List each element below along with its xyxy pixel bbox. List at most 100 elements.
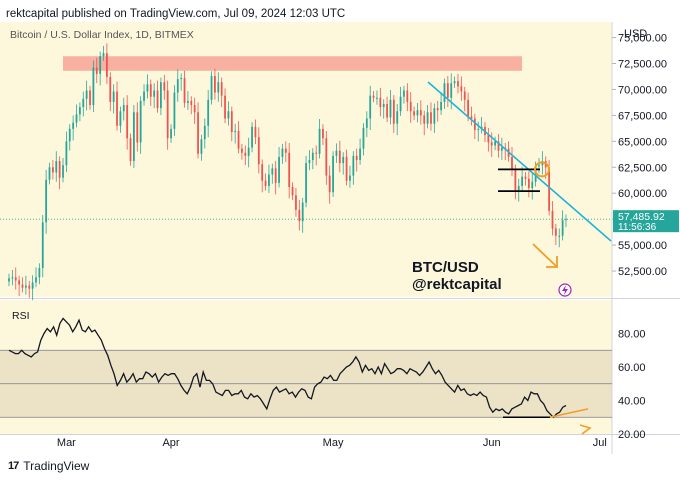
candle-body: [264, 180, 267, 186]
candle-body: [105, 53, 108, 77]
candle-body: [338, 150, 341, 164]
candle-body: [470, 116, 473, 119]
candle-body: [554, 228, 557, 236]
candle-body: [200, 139, 203, 154]
candle-body: [308, 160, 311, 164]
candle-body: [517, 185, 520, 191]
rsi-divergence-arrow: [549, 408, 589, 419]
candle-body: [78, 107, 81, 115]
candle-body: [187, 100, 189, 103]
candle-body: [426, 112, 429, 124]
candle-body: [463, 91, 466, 100]
candle-body: [500, 147, 503, 151]
rsi-divergence-arrow-head: [579, 424, 592, 435]
candle-body: [99, 56, 102, 74]
price-tick-label: 52,500.00: [618, 266, 667, 278]
candle-body: [295, 195, 297, 210]
candle-body: [359, 148, 361, 161]
candle-body: [197, 112, 199, 154]
time-tick-label: Jun: [483, 437, 501, 449]
candle-body: [561, 220, 564, 236]
candle-body: [8, 278, 10, 282]
candle-body: [355, 155, 358, 161]
candle-body: [527, 178, 530, 189]
candle-body: [473, 118, 476, 130]
last-price-label: 57,485.92: [618, 211, 665, 223]
publisher-line: rektcapital published on TradingView.com…: [6, 8, 346, 20]
candle-body: [207, 99, 210, 126]
candle-body: [126, 105, 129, 139]
candle-body: [301, 202, 304, 222]
candle-body: [254, 126, 257, 138]
candle-body: [160, 82, 162, 109]
candle-body: [136, 112, 139, 143]
candle-body: [342, 156, 345, 164]
rsi-line: [8, 317, 567, 419]
candle-body: [345, 156, 348, 181]
time-tick-label: May: [323, 437, 344, 449]
tradingview-logo-icon[interactable]: 17: [8, 460, 19, 472]
rsi-title: RSI: [12, 310, 30, 322]
resistance-zone: [63, 56, 523, 71]
candle-body: [190, 100, 193, 106]
rsi-tick-label: 60.00: [618, 362, 646, 374]
candle-body: [274, 168, 277, 183]
price-tick-label: 75,000.00: [618, 33, 667, 45]
candle-body: [146, 84, 149, 92]
candle-body: [89, 90, 91, 106]
candle-body: [311, 152, 314, 161]
candle-body: [21, 284, 24, 288]
candle-body: [430, 112, 432, 124]
candle-body: [65, 141, 68, 166]
candle-body: [416, 110, 419, 116]
candle-body: [41, 222, 44, 268]
candle-body: [58, 161, 61, 178]
candle-body: [372, 95, 375, 98]
candle-body: [558, 235, 561, 237]
candle-body: [193, 105, 196, 113]
candle-body: [166, 90, 169, 139]
last-price-badge: [613, 210, 679, 233]
candle-body: [477, 128, 480, 130]
candle-body: [328, 175, 331, 193]
candle-body: [409, 101, 412, 112]
candle-body: [220, 82, 223, 96]
price-chart[interactable]: Bitcoin / U.S. Dollar Index, 1D, BITMEX U…: [0, 22, 680, 454]
candle-body: [102, 53, 105, 57]
candle-body: [419, 110, 422, 116]
price-tick-label: 55,000.00: [618, 240, 667, 252]
candle-body: [251, 126, 253, 148]
price-tick-label: 67,500.00: [618, 110, 667, 122]
candle-body: [230, 111, 233, 132]
time-tick-label: Jul: [593, 437, 607, 449]
candle-body: [511, 156, 513, 170]
price-tick-label: 72,500.00: [618, 59, 667, 71]
candle-body: [524, 176, 527, 179]
candle-body: [176, 79, 179, 93]
candle-body: [548, 167, 551, 211]
candle-body: [149, 84, 152, 97]
candle-body: [45, 179, 48, 223]
price-tick-label: 70,000.00: [618, 84, 667, 96]
candle-body: [453, 81, 456, 84]
candle-body: [156, 90, 159, 109]
brand-label[interactable]: TradingView: [23, 459, 90, 473]
candle-body: [433, 108, 436, 124]
candle-body: [460, 86, 463, 92]
candle-body: [436, 108, 439, 111]
candle-body: [335, 150, 338, 156]
candle-body: [494, 141, 497, 146]
candle-body: [11, 277, 14, 279]
rsi-tick-label: 20.00: [618, 429, 646, 441]
price-tick-label: 65,000.00: [618, 136, 667, 148]
rsi-tick-label: 40.00: [618, 396, 646, 408]
candle-body: [139, 100, 142, 143]
candle-body: [389, 99, 392, 118]
candle-body: [514, 169, 517, 191]
candle-body: [369, 95, 372, 119]
candle-body: [365, 118, 368, 128]
candle-body: [565, 219, 567, 221]
candle-body: [153, 90, 156, 97]
candle-body: [315, 152, 318, 154]
candle-body: [214, 75, 216, 93]
